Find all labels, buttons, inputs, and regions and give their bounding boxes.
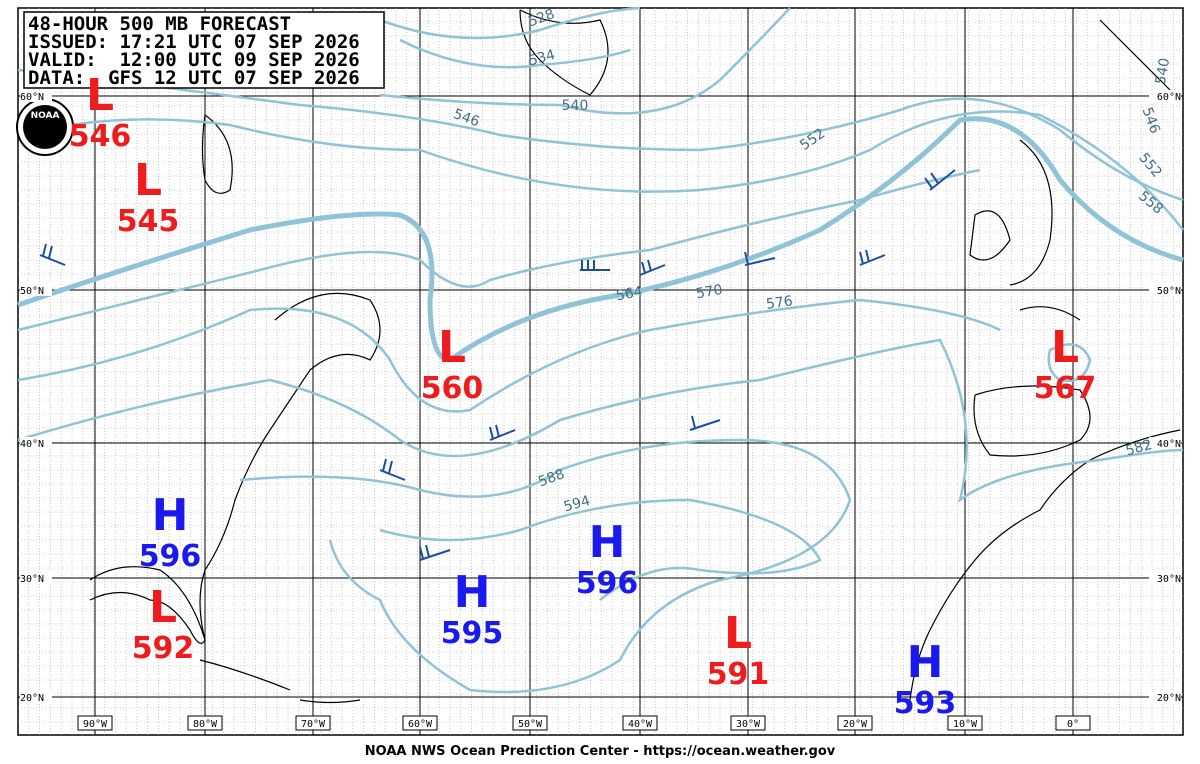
lon-label: 60°W: [408, 719, 433, 730]
logo-text: NOAA: [31, 111, 60, 121]
center-symbol: L: [134, 155, 162, 206]
header-valid: VALID: 12:00 UTC 09 SEP 2026: [28, 49, 360, 71]
lon-label-box: [1055, 715, 1091, 731]
footer: NOAA NWS Ocean Prediction Center - https…: [365, 744, 836, 759]
lat-label: 20°N: [1157, 693, 1181, 704]
center-value: 567: [1034, 371, 1097, 406]
wind-barbs: [39, 169, 956, 561]
lat-label-bg: [20, 284, 52, 296]
center-value: 593: [894, 686, 957, 721]
coastlines: [89, 9, 1181, 704]
contour-label: 570: [695, 282, 724, 302]
lon-label: 70°W: [301, 719, 326, 730]
lat-label: 20°N: [20, 693, 44, 704]
lat-label: 50°N: [1157, 286, 1181, 297]
center-value: 591: [707, 657, 770, 692]
center-value: 545: [117, 204, 180, 239]
center-symbol: H: [152, 490, 189, 541]
center-symbol: H: [454, 567, 491, 618]
contour-label: 576: [765, 293, 794, 313]
lon-label-box: [512, 715, 548, 731]
lat-label-bg: [1149, 284, 1181, 296]
lat-label: 50°N: [20, 286, 44, 297]
lat-label-bg: [1149, 437, 1181, 449]
lon-label-box: [622, 715, 658, 731]
center-value: 592: [132, 631, 195, 666]
header-title: 48-HOUR 500 MB FORECAST: [28, 13, 291, 35]
lat-label-bg: [20, 691, 52, 703]
lon-label-box: [187, 715, 223, 731]
lon-label-box: [730, 715, 766, 731]
center-value: 546: [69, 119, 132, 154]
center-value: 596: [576, 566, 639, 601]
contour-label: 564: [615, 284, 644, 304]
contour-label: 534: [527, 47, 557, 69]
lon-label: 20°W: [843, 719, 868, 730]
lat-label: 40°N: [1157, 439, 1181, 450]
lon-label-box: [947, 715, 983, 731]
lon-label: 0°: [1067, 719, 1079, 730]
lon-label-box: [77, 715, 113, 731]
lat-label-bg: [1149, 90, 1181, 102]
lat-label-bg: [20, 572, 52, 584]
header-data: DATA: GFS 12 UTC 07 SEP 2026: [28, 67, 360, 89]
lon-label-box: [402, 715, 438, 731]
lon-label: 40°W: [628, 719, 653, 730]
lat-label: 40°N: [20, 439, 44, 450]
lat-label: 60°N: [1157, 92, 1181, 103]
lat-label: 60°N: [20, 92, 44, 103]
lon-label-box: [837, 715, 873, 731]
lon-label: 80°W: [193, 719, 218, 730]
center-symbol: L: [724, 608, 752, 659]
contour-label: 582: [1124, 437, 1154, 459]
center-symbol: L: [149, 582, 177, 633]
contour-label: 540: [562, 98, 589, 114]
lat-label: 30°N: [1157, 574, 1181, 585]
lon-label: 90°W: [83, 719, 108, 730]
header-issued: ISSUED: 17:21 UTC 07 SEP 2026: [28, 31, 360, 53]
center-symbol: L: [1051, 322, 1079, 373]
center-symbol: H: [589, 517, 626, 568]
center-value: 595: [441, 616, 504, 651]
lon-label: 30°W: [736, 719, 761, 730]
lat-label-bg: [1149, 572, 1181, 584]
lon-label: 10°W: [953, 719, 978, 730]
center-symbol: L: [438, 322, 466, 373]
lat-label-bg: [20, 437, 52, 449]
center-symbol: L: [86, 70, 114, 121]
lat-label: 30°N: [20, 574, 44, 585]
lat-label-bg: [1149, 691, 1181, 703]
logo: [23, 105, 67, 149]
grid: [18, 8, 1183, 735]
height-contours: [17, 6, 1184, 694]
center-value: 560: [421, 371, 484, 406]
contour-label: 540: [1153, 57, 1173, 86]
center-value: 596: [139, 539, 202, 574]
contour-label: 594: [562, 493, 592, 515]
lon-label: 50°W: [518, 719, 543, 730]
lon-label-box: [295, 715, 331, 731]
header-box: [23, 11, 385, 89]
map-frame: [17, 7, 1184, 736]
lat-label-bg: [20, 90, 52, 102]
center-symbol: H: [907, 637, 944, 688]
